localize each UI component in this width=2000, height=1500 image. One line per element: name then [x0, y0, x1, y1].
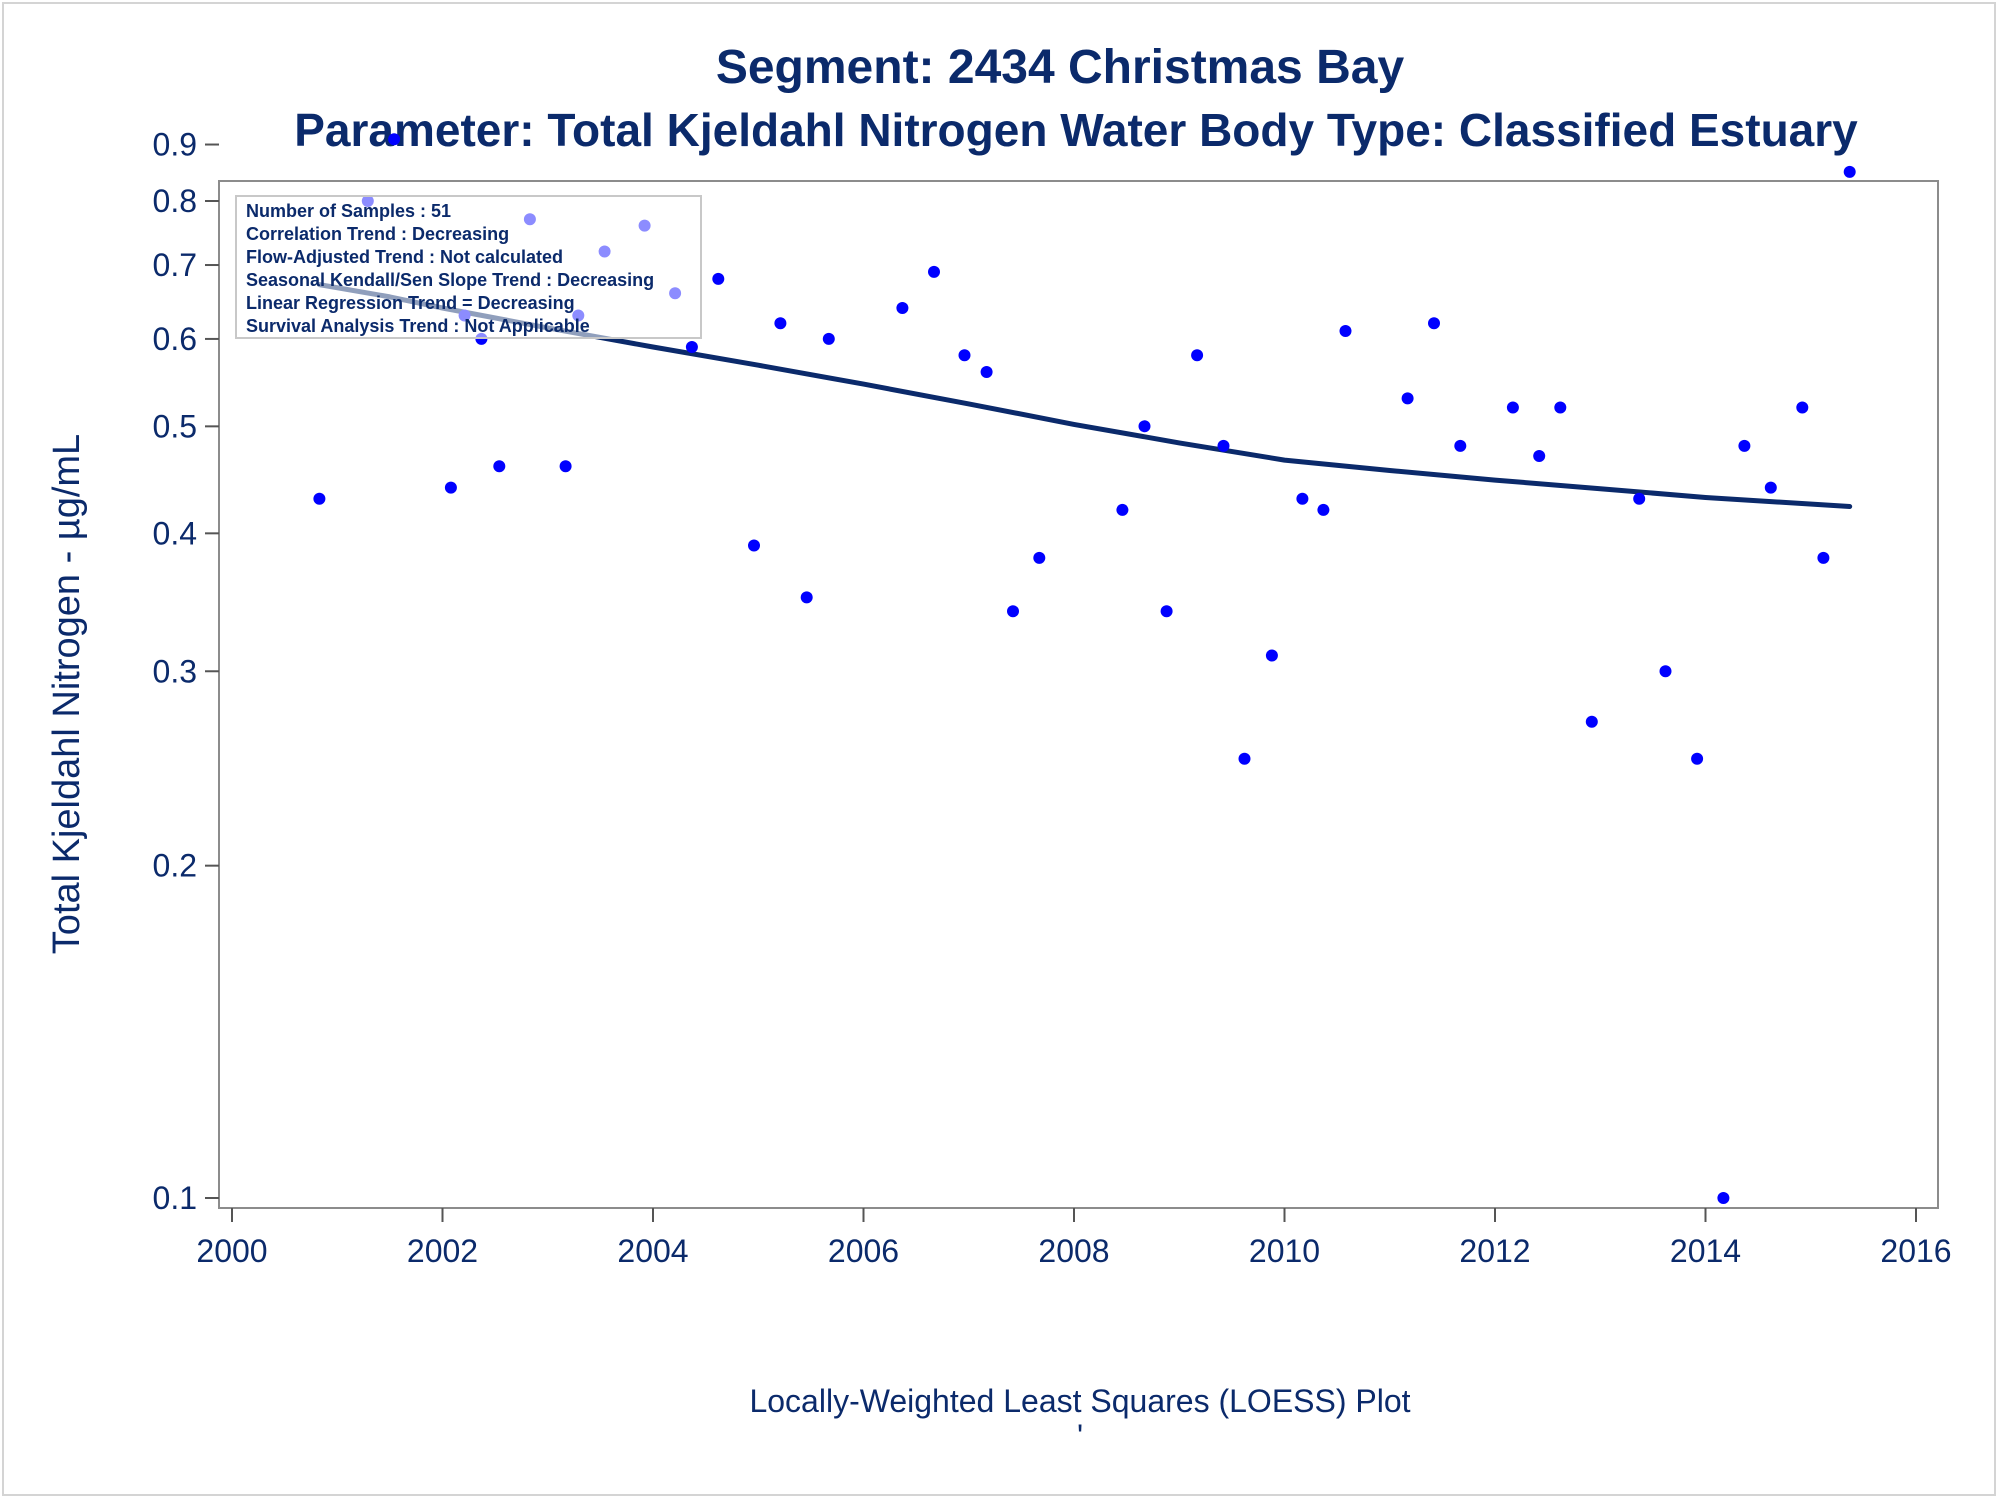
y-axis: 0.1 0.2 0.3 0.4 0.5 0.6 0.7 0.8 0.9	[153, 127, 219, 1216]
x-tick-label: 2002	[407, 1233, 478, 1269]
plot-area	[218, 180, 1939, 1209]
data-point	[444, 481, 457, 494]
y-tick-label: 0.3	[153, 653, 197, 689]
data-point	[1428, 317, 1440, 330]
data-point	[1585, 715, 1598, 728]
x-tick-label: 2006	[828, 1233, 899, 1269]
inset-line-flow-adjusted: Flow-Adjusted Trend : Not calculated	[246, 247, 563, 267]
y-tick-label: 0.7	[153, 247, 197, 283]
data-point	[774, 317, 787, 330]
y-tick-label: 0.8	[153, 183, 197, 219]
x-tick-label: 2012	[1459, 1233, 1530, 1269]
data-point	[1191, 349, 1204, 362]
data-point	[958, 349, 971, 362]
inset-line-survival: Survival Analysis Trend : Not Applicable	[246, 316, 590, 336]
data-point	[1659, 665, 1672, 678]
x-axis: 2000 2002 2004 2006 2008 2010 2012 2014 2016	[196, 1208, 1952, 1269]
inset-line-linear-regression: Linear Regression Trend = Decreasing	[246, 293, 575, 313]
data-point	[980, 366, 993, 378]
data-point	[313, 492, 326, 505]
data-point	[1554, 401, 1567, 414]
data-point	[1717, 1192, 1730, 1204]
data-point	[896, 302, 909, 314]
data-point	[1764, 481, 1777, 494]
data-point	[1633, 492, 1646, 505]
data-point	[493, 460, 506, 473]
stats-inset-box	[235, 195, 702, 339]
data-point	[1317, 503, 1330, 516]
data-point	[1138, 420, 1151, 433]
footnote-mark: '	[1077, 1418, 1083, 1454]
y-tick-label: 0.6	[153, 321, 197, 357]
data-point	[1843, 165, 1856, 178]
data-point	[1339, 325, 1352, 337]
data-point	[1454, 439, 1467, 452]
data-point	[1796, 401, 1809, 414]
data-point	[1217, 439, 1230, 452]
chart-title: Segment: 2434 Christmas Bay	[716, 41, 1405, 94]
x-tick-label: 2014	[1670, 1233, 1741, 1269]
data-point	[1738, 439, 1751, 452]
data-point	[928, 265, 940, 278]
data-point	[1238, 752, 1251, 765]
y-tick-label: 0.2	[153, 848, 197, 884]
data-point	[685, 341, 698, 353]
data-point	[1817, 551, 1830, 564]
data-point	[1533, 450, 1546, 462]
x-tick-label: 2004	[617, 1233, 688, 1269]
footnote: Locally-Weighted Least Squares (LOESS) P…	[749, 1383, 1410, 1419]
inset-line-seasonal-kendall: Seasonal Kendall/Sen Slope Trend : Decre…	[246, 270, 654, 290]
data-point	[1265, 649, 1278, 662]
data-point	[712, 272, 725, 285]
y-tick-label: 0.4	[153, 515, 197, 551]
y-axis-label: Total Kjeldahl Nitrogen - µg/mL	[46, 434, 88, 954]
data-point	[1401, 392, 1414, 405]
data-point	[822, 332, 835, 345]
data-point	[1116, 503, 1129, 516]
inset-line-correlation: Correlation Trend : Decreasing	[246, 224, 509, 244]
data-point	[1506, 401, 1519, 414]
data-point	[388, 133, 401, 146]
data-point	[1296, 492, 1309, 505]
data-point	[1007, 605, 1019, 618]
chart-subtitle: Parameter: Total Kjeldahl Nitrogen Water…	[294, 104, 1858, 156]
data-point	[748, 539, 760, 552]
inset-line-samples: Number of Samples : 51	[246, 201, 451, 221]
data-point	[800, 591, 813, 604]
x-tick-label: 2016	[1880, 1233, 1951, 1269]
y-tick-label: 0.1	[153, 1180, 197, 1216]
data-point	[559, 460, 572, 473]
y-tick-label: 0.5	[153, 408, 197, 444]
data-point	[1033, 551, 1046, 564]
x-tick-label: 2000	[196, 1233, 267, 1269]
data-point	[1691, 752, 1704, 765]
x-tick-label: 2008	[1038, 1233, 1109, 1269]
stats-inset: Number of Samples : 51 Correlation Trend…	[235, 195, 702, 339]
x-tick-label: 2010	[1249, 1233, 1320, 1269]
y-tick-label: 0.9	[153, 127, 197, 163]
data-point	[1160, 605, 1173, 618]
